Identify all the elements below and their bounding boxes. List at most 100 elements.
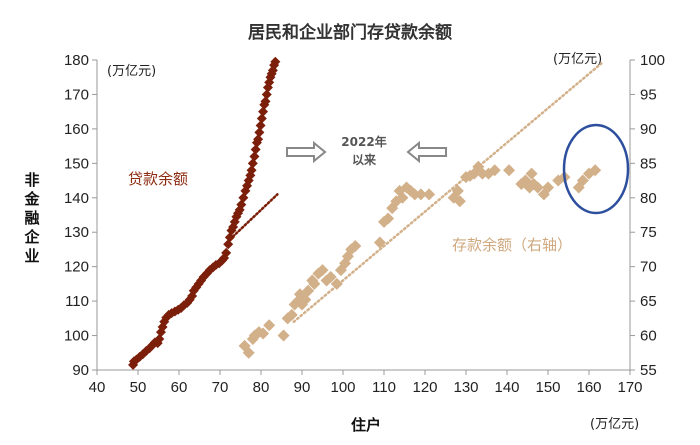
annotation-2022: 2022年 以来 bbox=[341, 134, 386, 167]
x-tick-label: 80 bbox=[253, 379, 270, 396]
x-tick-label: 120 bbox=[412, 379, 437, 396]
deposit-point bbox=[488, 164, 501, 177]
deposit-point bbox=[453, 195, 466, 208]
left-arrow-icon bbox=[406, 140, 447, 164]
y-left-tick-label: 130 bbox=[64, 224, 89, 241]
deposit-point bbox=[277, 329, 290, 342]
chart-title: 居民和企业部门存贷款余额 bbox=[248, 22, 452, 43]
deposit-point bbox=[341, 250, 354, 263]
y-right-unit: (万亿元) bbox=[553, 52, 602, 67]
y-left-tick-label: 110 bbox=[65, 293, 89, 310]
x-tick-labels: 40 50 60 70 80 90 100 110 120 130 140 150 160 170 bbox=[89, 370, 643, 396]
loan-series-label: 贷款余额 bbox=[128, 170, 188, 188]
deposit-point bbox=[257, 327, 270, 340]
y-axis-title: 非金融企业 bbox=[23, 171, 40, 265]
loan-point bbox=[249, 151, 260, 162]
deposit-point bbox=[542, 181, 554, 194]
deposit-series-label: 存款余额（右轴） bbox=[452, 236, 572, 254]
y-left-tick-label: 90 bbox=[72, 362, 89, 379]
x-tick-label: 170 bbox=[617, 379, 642, 396]
x-tick-label: 100 bbox=[330, 379, 355, 396]
deposit-point bbox=[263, 319, 276, 332]
x-tick-label: 60 bbox=[171, 379, 188, 396]
x-tick-label: 110 bbox=[372, 379, 396, 396]
annotation-line-2: 以来 bbox=[352, 152, 377, 167]
deposit-point bbox=[503, 164, 516, 177]
y-left-unit: (万亿元) bbox=[107, 64, 156, 79]
annotation-line-1: 2022年 bbox=[341, 134, 386, 149]
deposit-point bbox=[531, 181, 544, 194]
y-right-tick-label: 85 bbox=[640, 155, 657, 172]
y-left-tick-label: 170 bbox=[64, 86, 89, 103]
y-left-tick-label: 180 bbox=[64, 52, 89, 69]
y-left-tick-label: 160 bbox=[64, 121, 89, 138]
loan-point bbox=[246, 165, 257, 176]
deposit-point bbox=[302, 284, 315, 297]
y-right-tick-label: 75 bbox=[640, 224, 657, 241]
trend-lines bbox=[229, 62, 603, 324]
x-axis-title: 住户 bbox=[351, 416, 381, 434]
loan-point bbox=[261, 89, 272, 100]
y-right-tick-label: 70 bbox=[640, 259, 657, 276]
y-right-tick-label: 95 bbox=[640, 86, 657, 103]
deposit-point bbox=[382, 212, 395, 225]
loan-point bbox=[154, 334, 165, 344]
loan-point bbox=[255, 120, 266, 131]
deposit-point bbox=[324, 271, 337, 283]
x-tick-label: 50 bbox=[130, 379, 147, 396]
y-right-tick-label: 55 bbox=[640, 362, 657, 379]
deposit-point bbox=[285, 308, 298, 321]
loan-point bbox=[224, 232, 235, 243]
y-right-tick-labels: 55 60 65 70 75 80 85 90 95 100 bbox=[630, 52, 665, 379]
deposit-point bbox=[349, 240, 362, 252]
deposit-point bbox=[423, 188, 436, 201]
deposit-point bbox=[414, 188, 427, 201]
right-arrow-icon bbox=[286, 140, 327, 164]
y-right-tick-label: 80 bbox=[640, 190, 657, 207]
axes bbox=[96, 60, 631, 371]
y-left-tick-labels: 90 100 110 120 130 140 150 160 170 180 bbox=[64, 52, 97, 379]
deposit-point bbox=[396, 191, 409, 204]
x-tick-label: 90 bbox=[294, 379, 311, 396]
deposit-trend-line bbox=[292, 62, 603, 324]
deposit-point bbox=[373, 236, 386, 249]
y-left-tick-label: 150 bbox=[64, 155, 89, 172]
series-loan bbox=[128, 56, 281, 370]
x-unit: (万亿元) bbox=[590, 417, 639, 432]
highlight-ellipse bbox=[562, 123, 630, 215]
deposit-point bbox=[299, 293, 312, 306]
y-right-tick-label: 65 bbox=[640, 293, 657, 310]
x-tick-label: 160 bbox=[576, 379, 601, 396]
loan-point bbox=[221, 247, 232, 258]
deposit-point bbox=[330, 277, 343, 290]
loan-point bbox=[223, 239, 234, 250]
x-tick-label: 70 bbox=[212, 379, 229, 396]
deposit-point bbox=[242, 346, 255, 359]
deposit-point bbox=[576, 174, 589, 187]
y-left-tick-label: 100 bbox=[64, 328, 89, 345]
x-tick-label: 130 bbox=[453, 379, 478, 396]
y-right-tick-label: 100 bbox=[640, 52, 665, 69]
x-tick-label: 140 bbox=[494, 379, 519, 396]
deposit-point bbox=[408, 188, 421, 201]
loan-trend-line bbox=[229, 193, 279, 241]
x-tick-label: 40 bbox=[89, 379, 106, 396]
loan-point bbox=[254, 127, 265, 138]
y-left-tick-label: 120 bbox=[64, 259, 89, 276]
y-right-tick-label: 60 bbox=[640, 328, 657, 345]
loan-point bbox=[247, 158, 258, 169]
deposit-point bbox=[589, 164, 602, 177]
x-tick-label: 150 bbox=[535, 379, 560, 396]
series-deposit bbox=[238, 160, 602, 359]
loan-point bbox=[270, 56, 281, 67]
deposit-point bbox=[308, 277, 321, 290]
deposit-point bbox=[451, 184, 464, 197]
deposit-point bbox=[476, 167, 489, 180]
loan-point bbox=[253, 134, 264, 145]
loan-point bbox=[256, 113, 267, 124]
deposit-point bbox=[525, 167, 538, 180]
loan-point bbox=[250, 144, 261, 155]
y-left-tick-label: 140 bbox=[64, 190, 89, 207]
